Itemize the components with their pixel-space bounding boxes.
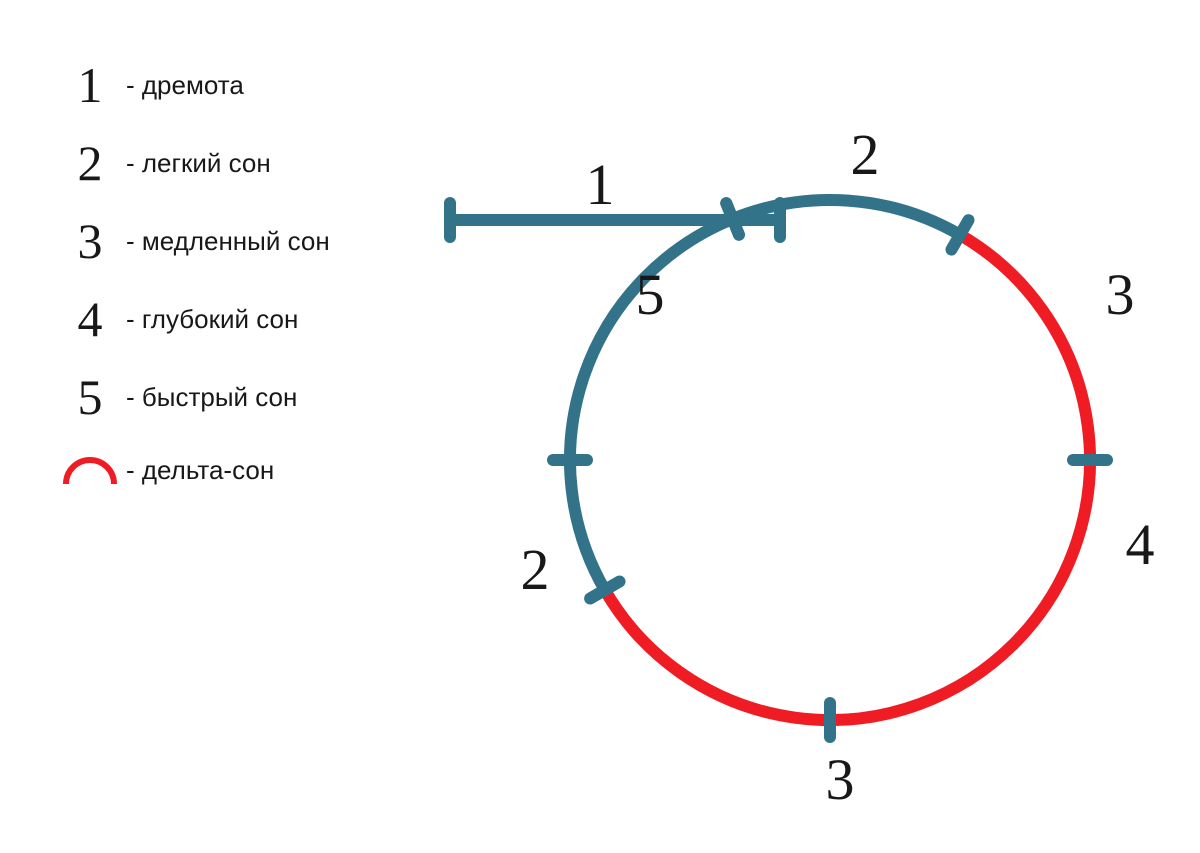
ring-number-label: 4 [1126,516,1155,574]
ring-tick [726,203,739,235]
legend-label-5: - быстрый сон [126,382,297,413]
ring-number-label: 3 [1106,266,1135,324]
legend-item: 1 - дремота [60,60,330,110]
legend: 1 - дремота 2 - легкий сон 3 - медленный… [60,60,330,518]
legend-label-2: - легкий сон [126,148,271,179]
legend-glyph-4: 4 [60,294,120,344]
legend-item: 5 - быстрый сон [60,372,330,422]
legend-glyph-1: 1 [60,60,120,110]
legend-label-4: - глубокий сон [126,304,298,335]
ring-arc [605,235,1090,720]
legend-label-arc: - дельта-сон [126,455,274,486]
ring-number-label: 3 [826,751,855,809]
legend-label-3: - медленный сон [126,226,330,257]
sleep-cycle-diagram: 2 3 4 3 2 51 [400,100,1170,820]
entry-number-label: 1 [586,156,615,214]
legend-glyph-5: 5 [60,372,120,422]
legend-item: 3 - медленный сон [60,216,330,266]
delta-arc-icon [60,450,120,490]
legend-item: 4 - глубокий сон [60,294,330,344]
legend-label-1: - дремота [126,70,244,101]
legend-glyph-2: 2 [60,138,120,188]
ring-number-label: 5 [636,266,665,324]
legend-item-arc: - дельта-сон [60,450,330,490]
ring-svg [400,100,1170,820]
legend-item: 2 - легкий сон [60,138,330,188]
legend-glyph-3: 3 [60,216,120,266]
ring-number-label: 2 [521,541,550,599]
ring-number-label: 2 [851,126,880,184]
